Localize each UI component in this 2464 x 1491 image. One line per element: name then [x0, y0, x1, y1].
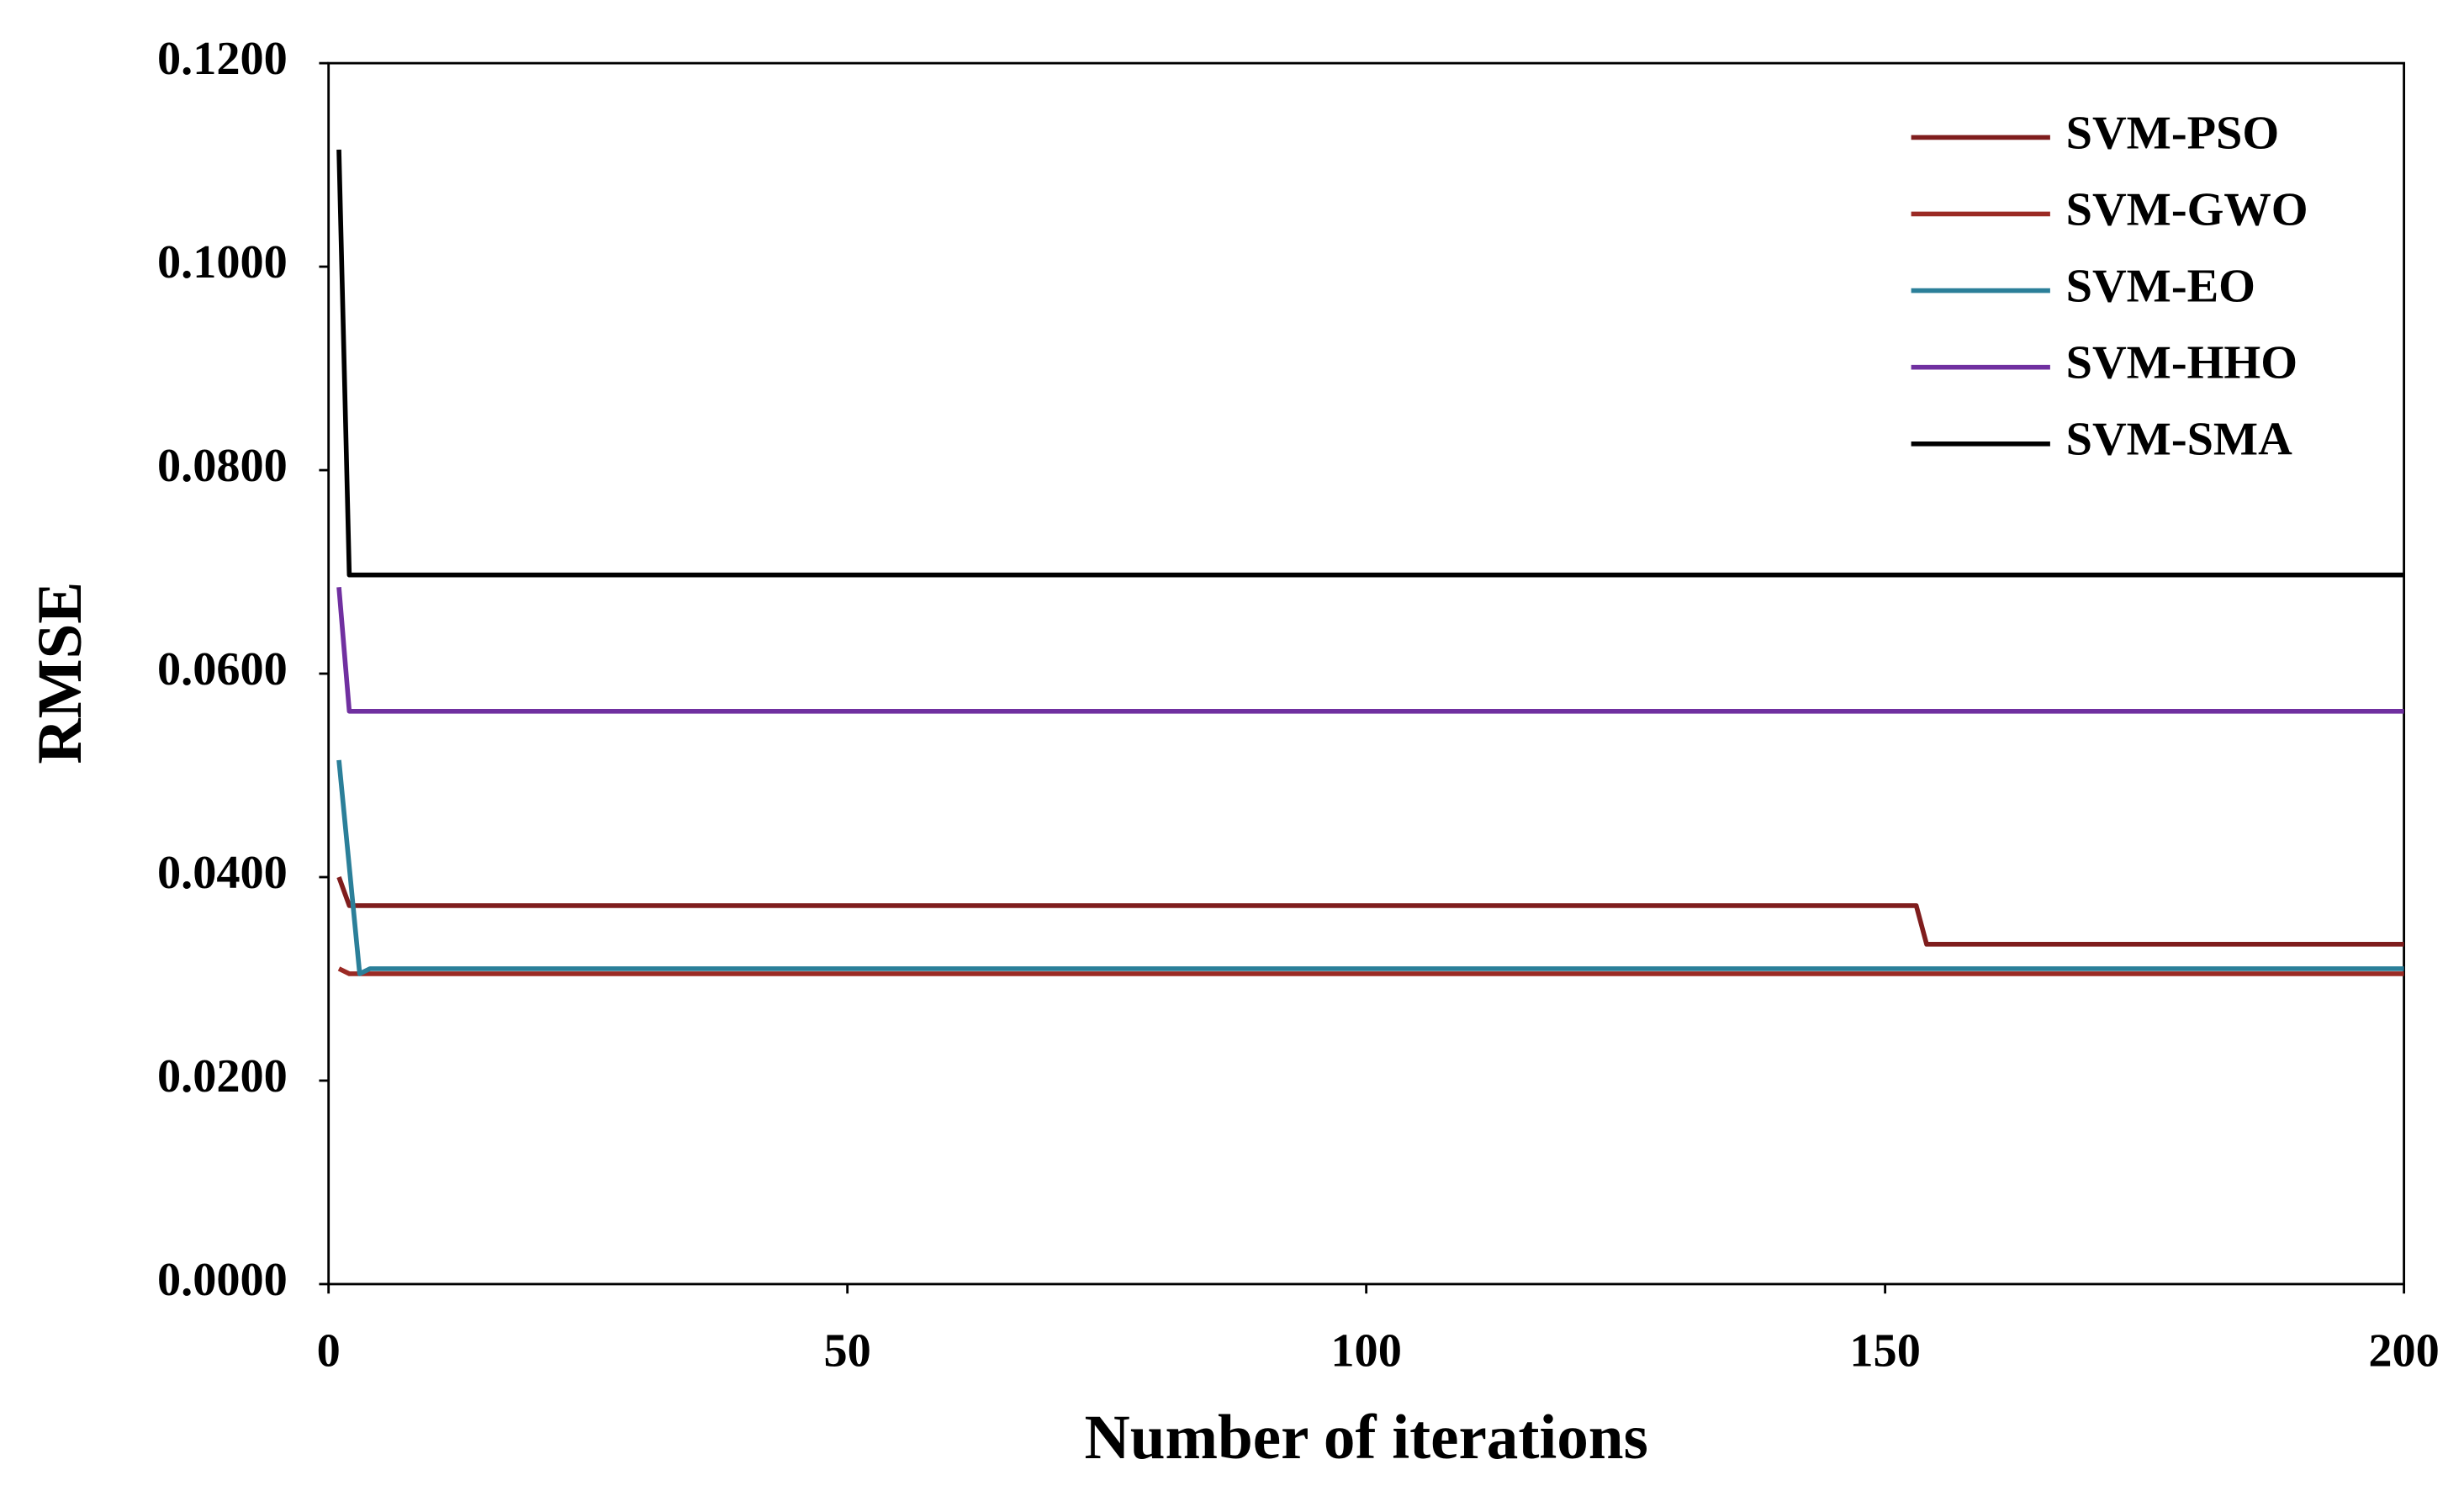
- y-tick-label: 0.0400: [157, 847, 288, 899]
- legend-label: SVM-GWO: [2066, 183, 2308, 235]
- x-tick-label: 100: [1330, 1324, 1402, 1377]
- series-line: [336, 149, 2404, 578]
- y-tick-label: 0.0000: [157, 1254, 288, 1306]
- x-tick-label: 0: [317, 1324, 341, 1377]
- y-tick-label: 0.1000: [157, 236, 288, 288]
- x-tick-label: 150: [1849, 1324, 1921, 1377]
- y-tick-label: 0.0800: [157, 440, 288, 492]
- y-tick-label: 0.0600: [157, 643, 288, 695]
- legend-label: SVM-SMA: [2066, 414, 2292, 466]
- y-axis-title: RMSE: [25, 582, 95, 764]
- y-tick-label: 0.1200: [157, 33, 288, 85]
- legend-label: SVM-PSO: [2066, 107, 2279, 159]
- x-tick-label: 200: [2368, 1324, 2440, 1377]
- series-line: [336, 876, 2404, 947]
- legend-label: SVM-EO: [2066, 261, 2255, 313]
- x-tick-label: 50: [823, 1324, 870, 1377]
- plot-frame: [327, 61, 2406, 1286]
- series-line: [336, 586, 2404, 714]
- series-line: [336, 759, 2404, 976]
- legend-label: SVM-HHO: [2066, 337, 2297, 389]
- y-tick-label: 0.0200: [157, 1050, 288, 1102]
- x-axis-title: Number of iterations: [1084, 1403, 1647, 1472]
- series-line: [337, 966, 2404, 976]
